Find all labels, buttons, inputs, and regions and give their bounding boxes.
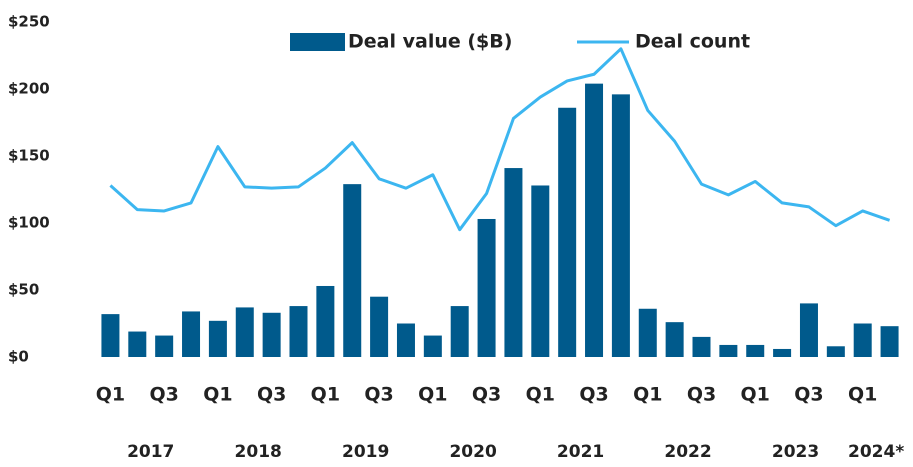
bar	[182, 311, 201, 357]
year-label: 2023	[772, 442, 819, 462]
x-tick-label: Q3	[687, 384, 716, 406]
bar	[773, 348, 792, 357]
x-tick-label: Q1	[96, 384, 125, 406]
year-label: 2019	[342, 442, 389, 462]
bar	[423, 335, 442, 357]
x-tick-label: Q1	[848, 384, 877, 406]
bar	[826, 346, 845, 357]
bar	[262, 312, 281, 357]
bar	[611, 94, 630, 358]
bar	[558, 107, 577, 357]
bar	[504, 168, 523, 357]
bar	[585, 83, 604, 357]
bar	[853, 323, 872, 357]
year-label: 2018	[235, 442, 282, 462]
y-tick-label: $200	[8, 80, 50, 98]
y-tick-label: $100	[8, 214, 50, 232]
x-tick-label: Q3	[364, 384, 393, 406]
bar	[880, 326, 899, 357]
bar	[208, 320, 227, 357]
bar	[235, 307, 254, 357]
bar	[692, 336, 711, 357]
bar	[370, 296, 389, 357]
x-tick-label: Q1	[741, 384, 770, 406]
legend-label: Deal value ($B)	[348, 31, 512, 53]
bar	[638, 308, 657, 357]
bar	[128, 331, 147, 357]
legend-label: Deal count	[635, 31, 750, 53]
x-tick-label: Q3	[579, 384, 608, 406]
y-tick-label: $150	[8, 147, 50, 165]
x-tick-label: Q3	[257, 384, 286, 406]
bar	[396, 323, 415, 357]
year-label: 2022	[664, 442, 711, 462]
year-label: 2024*	[848, 442, 904, 462]
year-label: 2020	[449, 442, 496, 462]
y-tick-label: $250	[8, 13, 50, 31]
bar	[450, 306, 469, 357]
x-tick-label: Q1	[418, 384, 447, 406]
x-tick-label: Q1	[526, 384, 555, 406]
bar	[101, 314, 120, 357]
bar	[531, 185, 550, 357]
x-tick-label: Q3	[794, 384, 823, 406]
y-tick-label: $0	[8, 348, 29, 366]
year-label: 2017	[127, 442, 174, 462]
bar	[799, 303, 818, 357]
bar	[343, 184, 362, 357]
x-tick-label: Q3	[472, 384, 501, 406]
bar	[289, 306, 308, 357]
bar	[155, 335, 174, 357]
bar	[665, 322, 684, 357]
x-tick-label: Q1	[633, 384, 662, 406]
bar	[316, 285, 335, 357]
year-label: 2021	[557, 442, 604, 462]
x-tick-label: Q1	[311, 384, 340, 406]
bar	[477, 218, 496, 357]
bar	[719, 344, 738, 357]
y-tick-label: $50	[8, 281, 39, 299]
x-tick-label: Q1	[203, 384, 232, 406]
line	[109, 47, 891, 232]
x-tick-label: Q3	[149, 384, 178, 406]
legend-swatch	[290, 33, 345, 51]
bar	[746, 344, 765, 357]
